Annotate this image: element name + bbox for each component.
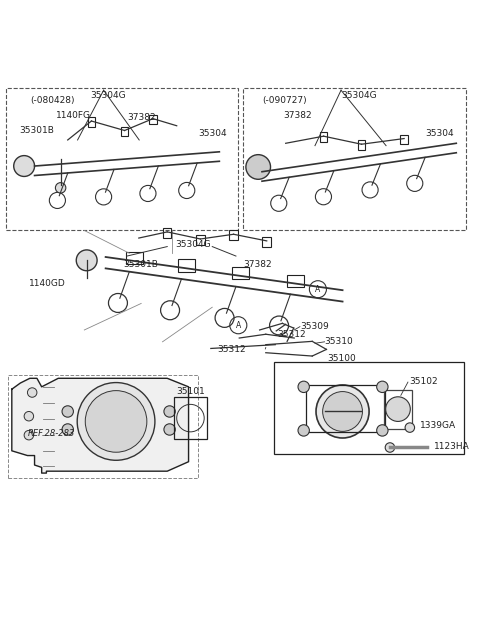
Text: 35101: 35101: [176, 387, 205, 396]
Text: 37382: 37382: [127, 113, 156, 122]
Circle shape: [377, 425, 388, 436]
Circle shape: [77, 383, 155, 460]
Bar: [9, 374, 198, 478]
Circle shape: [298, 425, 310, 436]
Bar: [358, 140, 365, 150]
Text: 35304G: 35304G: [341, 92, 377, 101]
Circle shape: [55, 183, 66, 193]
Circle shape: [385, 443, 395, 453]
Bar: [306, 385, 385, 432]
Text: 35304: 35304: [425, 129, 454, 138]
Text: A: A: [236, 320, 241, 329]
Text: 1123HA: 1123HA: [434, 442, 470, 451]
Bar: [6, 88, 238, 231]
Text: (-080428): (-080428): [30, 96, 74, 105]
Bar: [274, 362, 464, 454]
Bar: [243, 88, 466, 231]
Text: 35301B: 35301B: [123, 260, 158, 269]
Text: 35312: 35312: [217, 345, 246, 354]
Circle shape: [246, 154, 271, 179]
Bar: [196, 235, 204, 245]
Text: 35304: 35304: [198, 129, 227, 138]
Text: (-090727): (-090727): [262, 96, 307, 105]
Circle shape: [85, 390, 147, 453]
Circle shape: [24, 412, 34, 421]
Circle shape: [62, 424, 73, 435]
Text: 35312: 35312: [277, 329, 306, 338]
Text: 35304G: 35304G: [176, 240, 211, 249]
Bar: [400, 135, 408, 144]
Bar: [149, 115, 157, 124]
Circle shape: [164, 406, 175, 417]
Bar: [163, 228, 171, 238]
Text: 35102: 35102: [409, 377, 437, 386]
Bar: [263, 237, 271, 247]
Text: 35309: 35309: [300, 322, 329, 331]
Circle shape: [405, 423, 415, 432]
Text: 1140FG: 1140FG: [56, 112, 91, 121]
Bar: [88, 117, 95, 127]
Bar: [121, 127, 128, 136]
Text: REF.28-283: REF.28-283: [27, 429, 75, 438]
Bar: [174, 397, 206, 439]
Text: A: A: [315, 285, 321, 294]
Bar: [126, 252, 143, 264]
Circle shape: [377, 381, 388, 392]
Circle shape: [323, 392, 362, 431]
Bar: [287, 274, 304, 287]
Text: 1339GA: 1339GA: [420, 421, 456, 430]
Bar: [320, 133, 327, 142]
Circle shape: [164, 424, 175, 435]
Bar: [178, 259, 195, 272]
Text: 35304G: 35304G: [90, 92, 126, 101]
Circle shape: [62, 406, 73, 417]
Circle shape: [385, 397, 410, 421]
Circle shape: [27, 388, 37, 397]
Text: 35301B: 35301B: [19, 126, 54, 135]
Circle shape: [298, 381, 310, 392]
Bar: [232, 267, 249, 279]
Bar: [384, 390, 412, 429]
Circle shape: [14, 156, 35, 176]
Text: 1140GD: 1140GD: [29, 279, 65, 288]
Polygon shape: [12, 378, 189, 473]
Circle shape: [24, 430, 34, 440]
Circle shape: [316, 385, 369, 438]
Text: 35100: 35100: [327, 354, 356, 363]
Text: 37382: 37382: [243, 260, 272, 269]
Text: 35310: 35310: [324, 337, 353, 346]
Bar: [229, 231, 238, 240]
Text: 37382: 37382: [283, 112, 312, 121]
Circle shape: [76, 250, 97, 271]
